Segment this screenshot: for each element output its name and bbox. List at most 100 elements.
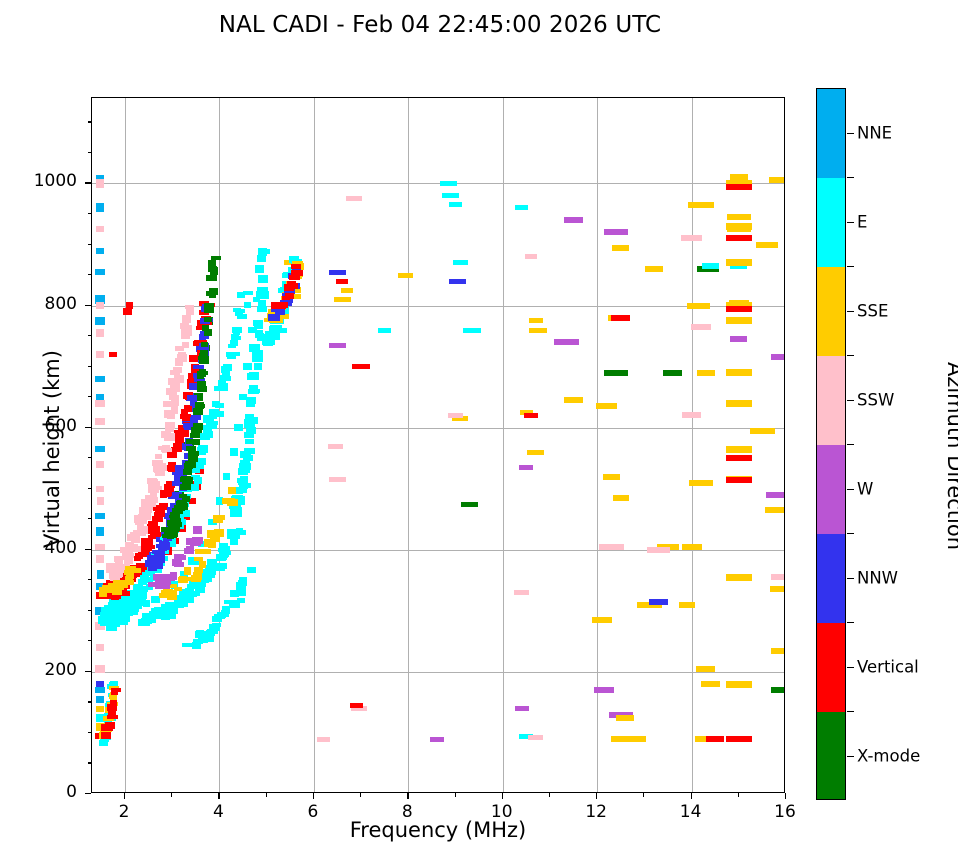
colorbar-tick	[847, 488, 854, 490]
echo-marker	[181, 328, 192, 337]
colorbar-boundary-tick	[847, 177, 854, 179]
echo-marker	[96, 497, 104, 505]
echo-marker	[228, 487, 236, 495]
echo-marker	[154, 577, 166, 583]
echo-marker	[96, 328, 104, 338]
echo-marker	[141, 508, 152, 514]
echo-marker	[168, 462, 176, 468]
echo-marker	[755, 241, 779, 248]
echo-marker	[100, 606, 112, 615]
echo-marker	[604, 369, 628, 376]
echo-marker	[769, 586, 784, 593]
x-axis-tick-label: 4	[213, 802, 224, 822]
x-axis-tick-label: 6	[307, 802, 319, 822]
echo-marker	[596, 403, 617, 410]
echo-marker	[725, 235, 752, 242]
x-axis-tick-label: 12	[585, 802, 607, 822]
echo-marker	[147, 534, 156, 539]
echo-marker	[694, 736, 717, 743]
echo-marker	[119, 608, 128, 615]
echo-marker	[175, 495, 184, 504]
echo-marker	[252, 349, 263, 358]
echo-marker	[229, 505, 241, 512]
echo-marker	[95, 375, 105, 382]
echo-marker	[198, 358, 210, 365]
echo-marker	[770, 647, 784, 654]
echo-marker	[623, 736, 647, 743]
colorbar-tick	[847, 666, 854, 668]
echo-marker	[750, 427, 775, 434]
echo-marker	[113, 570, 124, 577]
x-axis-tick	[596, 793, 598, 799]
echo-marker	[164, 488, 172, 496]
x-axis-tick	[690, 793, 692, 799]
echo-marker	[179, 323, 189, 330]
echo-marker	[663, 369, 683, 376]
echo-marker	[636, 601, 662, 608]
echo-marker	[135, 592, 145, 598]
echo-marker	[96, 527, 104, 536]
echo-marker	[154, 470, 166, 477]
echo-marker	[249, 344, 261, 352]
echo-marker	[117, 587, 128, 594]
echo-marker	[189, 355, 200, 362]
echo-marker	[729, 174, 748, 181]
echo-marker	[161, 578, 171, 586]
echo-marker	[288, 275, 301, 281]
echo-marker	[197, 579, 206, 588]
echo-marker	[154, 512, 165, 518]
gridline-vertical	[408, 98, 410, 792]
echo-marker	[174, 436, 184, 443]
echo-marker	[170, 400, 179, 407]
echo-marker	[105, 592, 115, 599]
echo-marker	[166, 595, 178, 601]
echo-marker	[171, 380, 181, 388]
echo-marker	[124, 580, 135, 585]
echo-marker	[204, 303, 214, 309]
echo-marker	[519, 409, 533, 415]
y-axis-minor-tick	[87, 579, 91, 581]
echo-marker	[333, 296, 351, 302]
echo-marker	[150, 608, 162, 617]
y-axis-tick-label: 600	[44, 415, 77, 436]
echo-marker	[208, 519, 217, 526]
echo-marker	[169, 583, 178, 588]
echo-marker	[523, 412, 539, 418]
echo-marker	[193, 423, 204, 430]
echo-marker	[725, 179, 752, 187]
echo-marker	[191, 642, 202, 650]
echo-marker	[95, 485, 105, 492]
echo-marker	[616, 714, 635, 721]
echo-marker	[678, 601, 695, 608]
echo-marker	[340, 287, 354, 293]
echo-marker	[142, 599, 150, 608]
echo-marker	[285, 292, 294, 299]
echo-marker	[243, 455, 254, 462]
echo-marker	[212, 622, 222, 628]
echo-marker	[126, 302, 134, 309]
echo-marker	[706, 736, 725, 743]
echo-marker	[519, 733, 534, 739]
echo-marker	[448, 202, 463, 208]
y-axis-tick	[85, 670, 91, 673]
echo-marker	[329, 269, 346, 275]
echo-marker	[169, 606, 179, 614]
echo-marker	[150, 485, 162, 491]
echo-marker	[252, 296, 260, 303]
echo-marker	[164, 410, 175, 418]
echo-marker	[208, 260, 216, 268]
echo-marker	[175, 377, 184, 384]
echo-marker	[132, 568, 141, 573]
echo-marker	[152, 563, 163, 570]
echo-marker	[725, 573, 752, 581]
echo-marker	[94, 607, 106, 615]
y-axis-minor-tick	[87, 365, 91, 367]
echo-marker	[254, 319, 263, 325]
y-axis-minor-tick	[87, 609, 91, 611]
echo-marker	[189, 383, 200, 391]
echo-marker	[126, 604, 135, 613]
y-axis-minor-tick	[87, 701, 91, 703]
y-axis-minor-tick	[87, 640, 91, 642]
echo-marker	[229, 509, 242, 518]
echo-marker	[594, 687, 615, 694]
